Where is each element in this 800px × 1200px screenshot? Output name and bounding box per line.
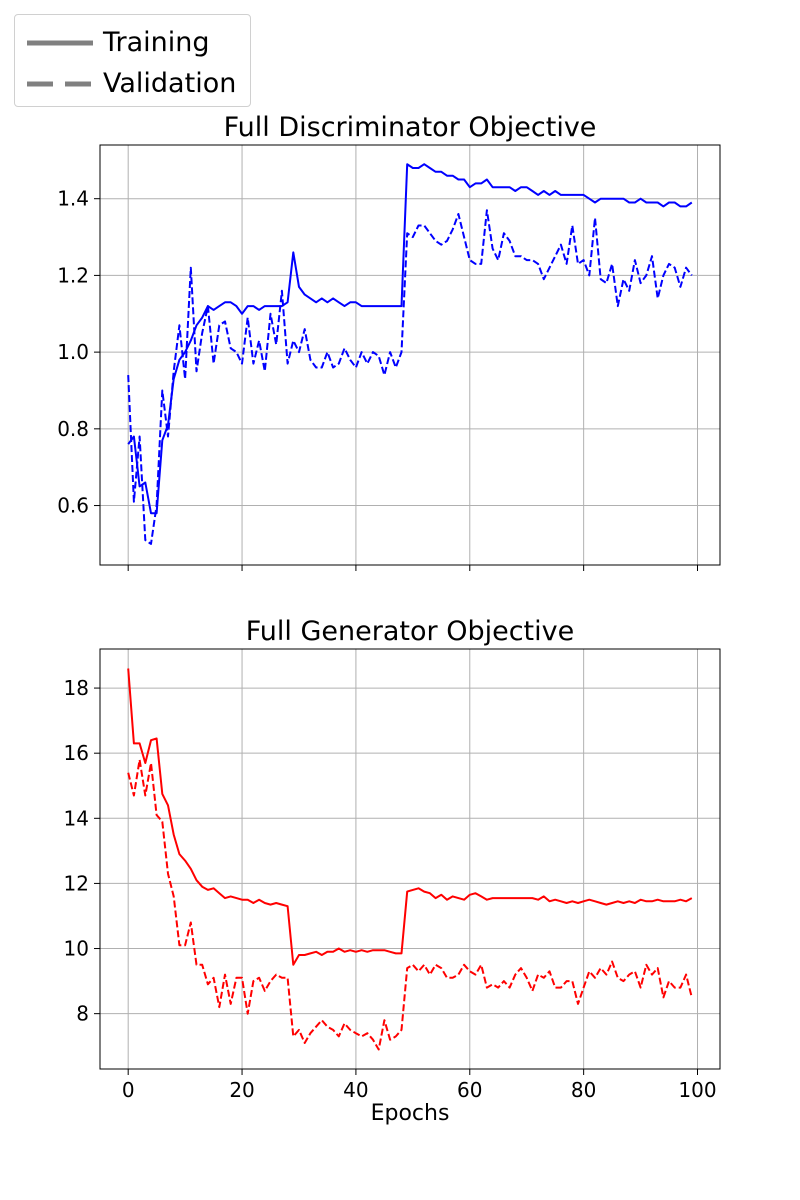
- generator-ytick-label: 14: [64, 806, 89, 830]
- dashed-line-swatch-icon: [27, 81, 93, 87]
- generator-ytick-label: 12: [64, 871, 89, 895]
- generator-xtick-label: 60: [457, 1078, 482, 1102]
- legend-label-training: Training: [103, 27, 210, 58]
- legend-item-training: Training: [15, 25, 250, 61]
- discriminator-panel: Full Discriminator Objective 0.6 0.8 1.0 1.…: [57, 112, 721, 571]
- discriminator-plot-frame: [99, 144, 721, 566]
- generator-ytick-label: 8: [76, 1002, 89, 1026]
- generator-xtick-label: 20: [229, 1078, 254, 1102]
- discriminator-ytick-label: 1.0: [57, 340, 89, 364]
- generator-ytick-label: 18: [64, 676, 89, 700]
- discriminator-training-line: [127, 163, 693, 515]
- solid-line-swatch-icon: [27, 40, 93, 46]
- generator-plot-frame: [99, 648, 721, 1070]
- x-axis-label: Epochs: [371, 1101, 450, 1126]
- generator-xtick-label: 80: [571, 1078, 596, 1102]
- discriminator-validation-line: [127, 209, 693, 545]
- generator-panel: Full Generator Objective 0 20 40 60 80 100 8 10…: [64, 616, 721, 1102]
- generator-xtick-label: 0: [122, 1078, 135, 1102]
- discriminator-ytick-label: 0.8: [57, 417, 89, 441]
- generator-title: Full Generator Objective: [246, 616, 574, 647]
- generator-ytick-label: 10: [64, 937, 89, 961]
- generator-xtick-label: 100: [678, 1078, 716, 1102]
- discriminator-ytick-label: 1.2: [57, 263, 89, 287]
- discriminator-ytick-label: 1.4: [57, 187, 89, 211]
- generator-xtick-label: 40: [343, 1078, 368, 1102]
- discriminator-ytick-label: 0.6: [57, 494, 89, 518]
- legend: Training Validation: [14, 14, 251, 107]
- generator-training-line: [127, 668, 693, 966]
- generator-ytick-label: 16: [64, 741, 89, 765]
- legend-item-validation: Validation: [15, 66, 250, 102]
- discriminator-title: Full Discriminator Objective: [224, 112, 597, 143]
- generator-validation-line: [127, 758, 693, 1051]
- legend-label-validation: Validation: [103, 68, 237, 99]
